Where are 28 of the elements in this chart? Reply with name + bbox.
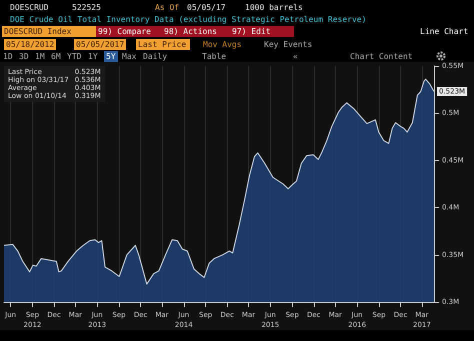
- text: 6M: [51, 51, 61, 62]
- text: Daily: [143, 51, 168, 62]
- text: 05/18/2012: [4, 39, 56, 50]
- text: DOESCRUD: [10, 2, 49, 13]
- text: Max: [122, 51, 136, 62]
- text: 5Y: [104, 51, 118, 62]
- text: Chart Content: [350, 51, 413, 62]
- text: Key Events: [264, 39, 312, 50]
- text: 05/05/17: [187, 2, 226, 13]
- text: Mov Avgs: [203, 39, 242, 50]
- text: 98) Actions: [162, 26, 232, 37]
- text: 97) Edit: [230, 26, 294, 37]
- text: YTD: [67, 51, 82, 62]
- text: 522525: [72, 2, 101, 13]
- text: Table: [202, 51, 226, 62]
- text: 1000 barrels: [245, 2, 303, 13]
- text: Last Price: [136, 39, 190, 50]
- text: 99) Compare: [96, 26, 164, 37]
- text: «: [293, 51, 298, 62]
- text: 1D: [3, 51, 13, 62]
- text: 1M: [35, 51, 45, 62]
- text: 3D: [19, 51, 29, 62]
- text: 05/05/2017: [74, 39, 126, 50]
- text: Line Chart: [420, 26, 468, 37]
- text: 1Y: [88, 51, 98, 62]
- text: DOESCRUD Index: [2, 26, 98, 37]
- chart-title: DOE Crude Oil Total Inventory Data (excluding Strategic Petroleum Reserve): [10, 14, 366, 25]
- text: As Of: [155, 2, 180, 13]
